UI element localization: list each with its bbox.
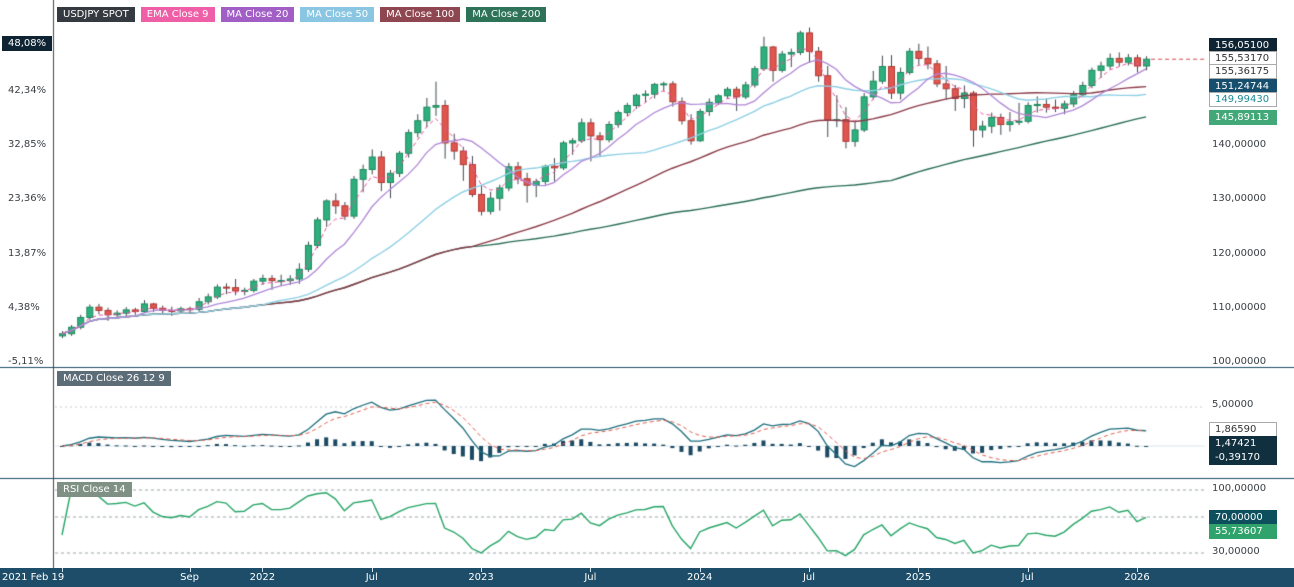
legend-ma-200[interactable]: MA Close 200 [466, 7, 547, 22]
time-tick-mark [809, 568, 811, 572]
price-axis-label: 120,00000 [1212, 247, 1267, 259]
time-tick-label: Jul [802, 572, 816, 583]
price-axis-label: 140,00000 [1212, 139, 1267, 151]
time-tick-mark [1027, 568, 1029, 572]
legend-usdjpy-spot[interactable]: USDJPY SPOT [57, 7, 135, 22]
time-tick-label: 2025 [905, 572, 932, 583]
time-tick-mark [699, 568, 701, 572]
macd-value-badge: 1,47421 [1209, 436, 1277, 451]
time-tick-mark [62, 568, 63, 572]
time-tick-label: 2023 [468, 572, 494, 583]
time-tick-mark [590, 568, 592, 572]
time-tick-mark [1136, 568, 1138, 572]
price-panel-legend: USDJPY SPOT EMA Close 9 MA Close 20 MA C… [57, 7, 547, 22]
time-axis[interactable]: 2021 Feb 19 Sep 2022 Jul 2023 Jul 2024 Jul 2025 J… [0, 568, 1294, 587]
macd-signal-badge: 1,86590 [1209, 422, 1277, 437]
time-tick-label: Jul [584, 572, 597, 583]
price-axis-label: 130,00000 [1212, 193, 1267, 205]
ma100-value-badge: 149,99430 [1209, 92, 1277, 107]
percent-axis-label: 4,38% [8, 301, 40, 313]
time-tick-mark [371, 568, 373, 572]
time-tick-label: Jul [1021, 572, 1034, 583]
macd-legend[interactable]: MACD Close 26 12 9 [57, 371, 171, 386]
time-tick-label: 2026 [1124, 572, 1150, 583]
legend-ma-20[interactable]: MA Close 20 [220, 7, 295, 22]
time-tick-mark [918, 568, 920, 572]
price-axis-label: 110,00000 [1212, 301, 1267, 313]
legend-ma-50[interactable]: MA Close 50 [300, 7, 375, 22]
time-tick-label: Sep [180, 572, 199, 583]
percent-axis-label: 13,87% [8, 247, 47, 259]
current-percent-badge: 48,08% [2, 36, 53, 51]
macd-gridline-label: 5,00000 [1212, 399, 1254, 410]
ma200-value-badge: 145,89113 [1209, 110, 1277, 125]
time-tick-label: Jul [365, 572, 378, 583]
time-tick-mark [189, 568, 191, 572]
chart-plot-canvas[interactable] [0, 0, 1294, 568]
macd-histogram-badge: -0,39170 [1209, 450, 1277, 465]
percent-axis-label: 23,36% [8, 193, 47, 205]
time-tick-label: 2021 Feb 19 [2, 572, 65, 583]
time-tick-label: 2024 [686, 572, 713, 583]
rsi-bottom-label: 30,00000 [1212, 546, 1260, 557]
time-tick-label: 2022 [249, 572, 276, 583]
rsi-top-label: 100,00000 [1212, 483, 1267, 494]
percent-axis-label: -5,11% [8, 356, 44, 367]
rsi-value-badge: 55,73607 [1209, 524, 1277, 539]
time-tick-mark [481, 568, 483, 572]
rsi-legend[interactable]: RSI Close 14 [57, 482, 132, 497]
time-tick-mark [262, 568, 264, 572]
percent-axis-label: 42,34% [8, 85, 47, 96]
legend-ema-9[interactable]: EMA Close 9 [140, 7, 215, 22]
ma20-value-badge: 155,36175 [1209, 64, 1277, 79]
legend-ma-100[interactable]: MA Close 100 [380, 7, 461, 22]
percent-axis-label: 32,85% [8, 139, 47, 151]
price-axis-label: 100,00000 [1212, 356, 1267, 367]
rsi-70-badge: 70,00000 [1209, 510, 1277, 525]
